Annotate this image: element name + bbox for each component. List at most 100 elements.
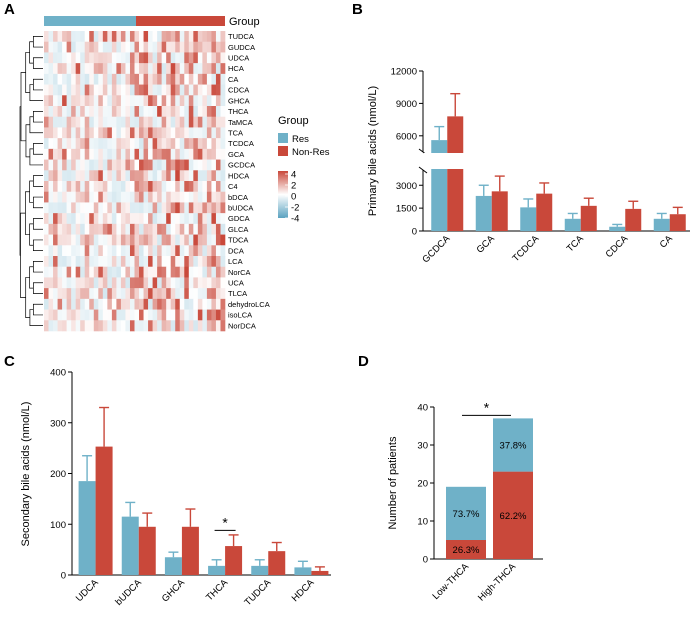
heatmap-cell [102,181,108,193]
heatmap-cell [116,202,122,214]
heatmap-cell [157,223,162,235]
heatmap-cell [170,320,176,332]
heatmap-cell [202,181,208,193]
heatmap-cell [75,138,81,150]
heatmap-cell [197,213,203,225]
heatmap-cell [66,170,72,182]
heatmap-cell [66,95,72,107]
heatmap-cell [161,138,167,150]
heatmap-cell [48,298,54,310]
heatmap-cell [66,84,72,96]
heatmap-cell [148,309,153,321]
heatmap-cell [175,309,181,321]
heatmap-cell [197,202,203,214]
heatmap-cell [129,277,135,289]
heatmap-cell [188,127,194,139]
heatmap-cell [62,106,67,118]
heatmap-cell [134,277,140,289]
heatmap-cell [129,106,135,118]
heatmap-cell [152,277,158,289]
heatmap-cell [93,52,99,64]
heatmap-cell [125,309,131,321]
heatmap-cell [66,73,72,85]
heatmap-cell [57,288,63,300]
heatmap-cell [44,288,49,300]
heatmap-cell [116,181,122,193]
heatmap-cell [111,116,117,128]
heatmap-cell [134,31,140,43]
heatmap-cell [161,191,167,203]
heatmap-cell [89,298,95,310]
heatmap-cell [80,106,86,118]
heatmap-cell [193,170,199,182]
heatmap-cell [206,298,212,310]
heatmap-cell [143,191,149,203]
heatmap-cell [84,266,90,278]
heatmap-cell [157,52,162,64]
heatmap-cell [148,256,153,268]
heatmap-cell [120,138,126,150]
heatmap-cell [215,170,221,182]
heatmap-cell [48,116,54,128]
heatmap-cell [53,106,58,118]
heatmap-cell [152,63,158,75]
dendrogram-branch [25,191,30,235]
heatmap-cell [202,148,208,160]
heatmap-cell [202,159,208,171]
heatmap-cell [134,320,140,332]
heatmap-cell [102,106,108,118]
bar-non-res [669,214,686,231]
heatmap-cell [89,138,95,150]
heatmap-cell [197,138,203,150]
heatmap-cell [93,84,99,96]
heatmap-cell [188,106,194,118]
heatmap-cell [184,127,190,139]
heatmap-cell [211,320,217,332]
heatmap-cell [129,148,135,160]
heatmap-cell [89,191,95,203]
heatmap-cell [166,234,172,246]
heatmap-cell [157,127,162,139]
heatmap-cell [129,223,135,235]
heatmap-cell [80,41,86,53]
heatmap-cell [129,116,135,128]
heatmap-cell [220,277,226,289]
heatmap-cell [161,159,167,171]
heatmap-cell [148,52,153,64]
heatmap-cell [57,298,63,310]
heatmap-cell [148,116,153,128]
heatmap-cell [148,191,153,203]
heatmap-cell [211,256,217,268]
heatmap-cell [211,191,217,203]
bar-res [251,565,269,575]
heatmap-cell [129,309,135,321]
heatmap-cell [179,95,185,107]
heatmap-cell [93,41,99,53]
heatmap-cell [80,52,86,64]
heatmap-cell [175,234,181,246]
heatmap-cell [148,127,153,139]
heatmap-cell [188,84,194,96]
heatmap-cell [152,298,158,310]
heatmap-row-label: TCA [228,128,243,137]
heatmap-cell [139,73,144,85]
heatmap-cell [120,266,126,278]
heatmap-cell [188,63,194,75]
heatmap-cell [120,52,126,64]
heatmap-cell [116,309,122,321]
heatmap-cell [84,181,90,193]
heatmap-cell [220,298,226,310]
heatmap-cell [116,84,122,96]
heatmap-cell [57,84,63,96]
heatmap-cell [170,148,176,160]
heatmap-cell [175,95,181,107]
heatmap-cell [116,288,122,300]
heatmap-cell [220,116,226,128]
heatmap-cell [120,127,126,139]
heatmap-cell [193,106,199,118]
heatmap-cell [157,234,162,246]
bar-res [294,567,312,575]
heatmap-cell [84,191,90,203]
heatmap-cell [134,309,140,321]
heatmap-cell [143,138,149,150]
